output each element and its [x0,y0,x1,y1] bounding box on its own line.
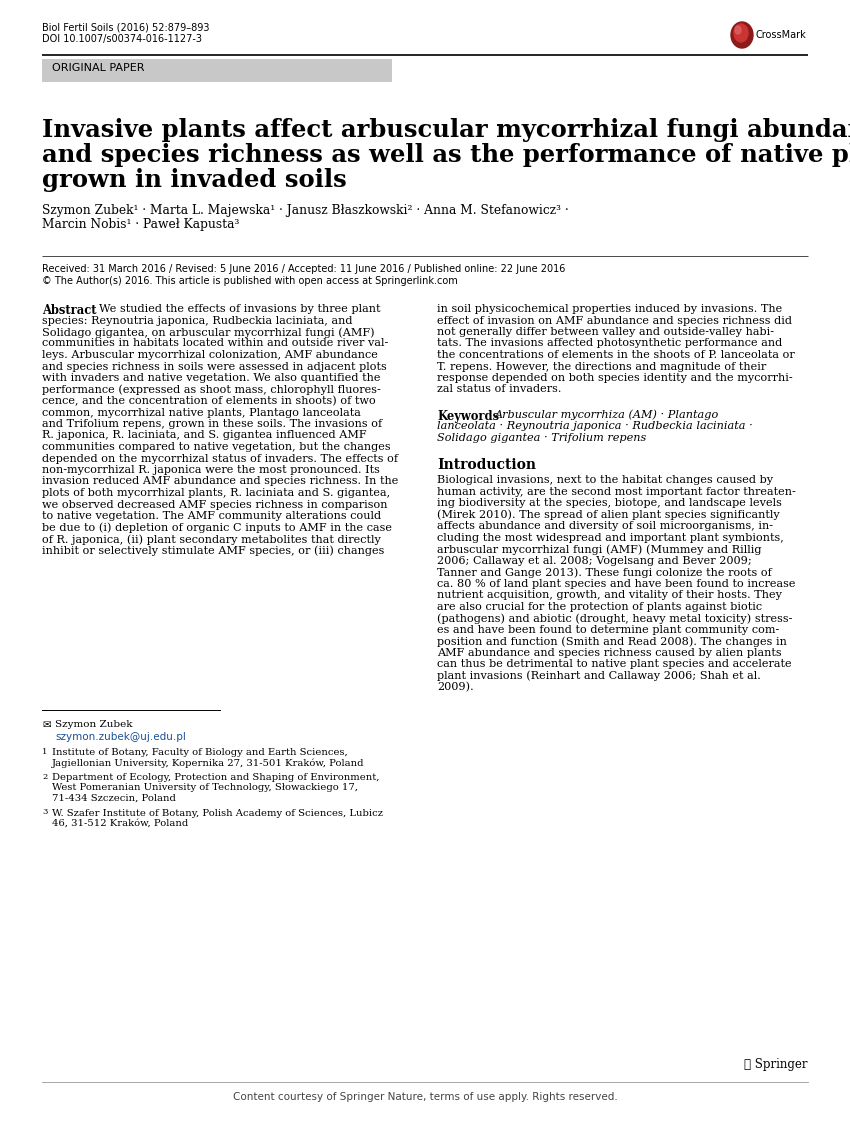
Text: 71-434 Szczecin, Poland: 71-434 Szczecin, Poland [52,794,176,803]
Text: grown in invaded soils: grown in invaded soils [42,168,347,192]
Text: Invasive plants affect arbuscular mycorrhizal fungi abundance: Invasive plants affect arbuscular mycorr… [42,119,850,142]
Text: 1: 1 [42,749,48,756]
Text: 46, 31-512 Kraków, Poland: 46, 31-512 Kraków, Poland [52,819,188,828]
Text: effect of invasion on AMF abundance and species richness did: effect of invasion on AMF abundance and … [437,315,792,325]
Text: depended on the mycorrhizal status of invaders. The effects of: depended on the mycorrhizal status of in… [42,454,398,464]
Text: West Pomeranian University of Technology, Słowackiego 17,: West Pomeranian University of Technology… [52,784,358,793]
Text: Biological invasions, next to the habitat changes caused by: Biological invasions, next to the habita… [437,475,774,485]
Text: (pathogens) and abiotic (drought, heavy metal toxicity) stress-: (pathogens) and abiotic (drought, heavy … [437,613,792,624]
Text: tats. The invasions affected photosynthetic performance and: tats. The invasions affected photosynthe… [437,339,782,349]
Text: with invaders and native vegetation. We also quantified the: with invaders and native vegetation. We … [42,373,381,383]
Text: zal status of invaders.: zal status of invaders. [437,385,561,394]
Text: common, mycorrhizal native plants, Plantago lanceolata: common, mycorrhizal native plants, Plant… [42,408,361,418]
Text: W. Szafer Institute of Botany, Polish Academy of Sciences, Lubicz: W. Szafer Institute of Botany, Polish Ac… [52,808,383,817]
Text: can thus be detrimental to native plant species and accelerate: can thus be detrimental to native plant … [437,659,791,669]
Text: (Mirek 2010). The spread of alien plant species significantly: (Mirek 2010). The spread of alien plant … [437,510,779,520]
Text: be due to (i) depletion of organic C inputs to AMF in the case: be due to (i) depletion of organic C inp… [42,523,392,533]
Text: arbuscular mycorrhizal fungi (AMF) (Mummey and Rillig: arbuscular mycorrhizal fungi (AMF) (Mumm… [437,544,762,554]
Text: nutrient acquisition, growth, and vitality of their hosts. They: nutrient acquisition, growth, and vitali… [437,590,782,601]
Text: plots of both mycorrhizal plants, R. laciniata and S. gigantea,: plots of both mycorrhizal plants, R. lac… [42,488,390,498]
Text: Introduction: Introduction [437,458,536,472]
Text: communities compared to native vegetation, but the changes: communities compared to native vegetatio… [42,441,391,452]
Text: of R. japonica, (ii) plant secondary metabolites that directly: of R. japonica, (ii) plant secondary met… [42,534,381,544]
Text: CrossMark: CrossMark [756,30,807,40]
Text: response depended on both species identity and the mycorrhi-: response depended on both species identi… [437,373,792,383]
Text: and species richness as well as the performance of native plants: and species richness as well as the perf… [42,143,850,167]
Text: we observed decreased AMF species richness in comparison: we observed decreased AMF species richne… [42,499,388,509]
Text: We studied the effects of invasions by three plant: We studied the effects of invasions by t… [99,304,381,314]
Text: ✉: ✉ [42,720,51,730]
Text: leys. Arbuscular mycorrhizal colonization, AMF abundance: leys. Arbuscular mycorrhizal colonizatio… [42,350,378,360]
Text: species: Reynoutria japonica, Rudbeckia laciniata, and: species: Reynoutria japonica, Rudbeckia … [42,315,353,325]
Text: 3: 3 [42,808,48,816]
Text: communities in habitats located within and outside river val-: communities in habitats located within a… [42,339,388,349]
Text: Szymon Zubek: Szymon Zubek [55,720,133,729]
Bar [42,59,392,82]
Text: Solidago gigantea · Trifolium repens: Solidago gigantea · Trifolium repens [437,432,646,443]
Text: Abstract: Abstract [42,304,97,317]
Text: inhibit or selectively stimulate AMF species, or (iii) changes: inhibit or selectively stimulate AMF spe… [42,545,384,557]
Text: szymon.zubek@uj.edu.pl: szymon.zubek@uj.edu.pl [55,732,186,742]
Text: are also crucial for the protection of plants against biotic: are also crucial for the protection of p… [437,602,762,612]
Text: Received: 31 March 2016 / Revised: 5 June 2016 / Accepted: 11 June 2016 / Publis: Received: 31 March 2016 / Revised: 5 Jun… [42,264,565,274]
Text: Jagiellonian University, Kopernika 27, 31-501 Kraków, Poland: Jagiellonian University, Kopernika 27, 3… [52,759,365,768]
Text: 2009).: 2009). [437,682,473,692]
Text: affects abundance and diversity of soil microorganisms, in-: affects abundance and diversity of soil … [437,522,773,532]
Text: Department of Ecology, Protection and Shaping of Environment,: Department of Ecology, Protection and Sh… [52,773,379,782]
Text: Biol Fertil Soils (2016) 52:879–893: Biol Fertil Soils (2016) 52:879–893 [42,21,209,32]
Text: invasion reduced AMF abundance and species richness. In the: invasion reduced AMF abundance and speci… [42,476,399,487]
Text: R. japonica, R. laciniata, and S. gigantea influenced AMF: R. japonica, R. laciniata, and S. gigant… [42,430,366,440]
Ellipse shape [735,26,741,34]
Text: Marcin Nobis¹ · Paweł Kapusta³: Marcin Nobis¹ · Paweł Kapusta³ [42,218,240,231]
Text: Szymon Zubek¹ · Marta L. Majewska¹ · Janusz Błaszkowski² · Anna M. Stefanowicz³ : Szymon Zubek¹ · Marta L. Majewska¹ · Jan… [42,204,569,217]
Text: T. repens. However, the directions and magnitude of their: T. repens. However, the directions and m… [437,361,766,371]
Text: © The Author(s) 2016. This article is published with open access at Springerlink: © The Author(s) 2016. This article is pu… [42,275,458,286]
Text: to native vegetation. The AMF community alterations could: to native vegetation. The AMF community … [42,511,381,520]
Text: DOI 10.1007/s00374-016-1127-3: DOI 10.1007/s00374-016-1127-3 [42,34,202,44]
Text: AMF abundance and species richness caused by alien plants: AMF abundance and species richness cause… [437,648,782,658]
Text: Tanner and Gange 2013). These fungi colonize the roots of: Tanner and Gange 2013). These fungi colo… [437,567,772,578]
Text: ⚘ Springer: ⚘ Springer [745,1058,808,1071]
Text: plant invasions (Reinhart and Callaway 2006; Shah et al.: plant invasions (Reinhart and Callaway 2… [437,671,761,682]
Text: Arbuscular mycorrhiza (AM) · Plantago: Arbuscular mycorrhiza (AM) · Plantago [495,410,719,420]
Text: cluding the most widespread and important plant symbionts,: cluding the most widespread and importan… [437,533,784,543]
Text: Solidago gigantea, on arbuscular mycorrhizal fungi (AMF): Solidago gigantea, on arbuscular mycorrh… [42,327,375,338]
Text: ing biodiversity at the species, biotope, and landscape levels: ing biodiversity at the species, biotope… [437,498,782,508]
Text: Content courtesy of Springer Nature, terms of use apply. Rights reserved.: Content courtesy of Springer Nature, ter… [233,1092,617,1102]
Text: human activity, are the second most important factor threaten-: human activity, are the second most impo… [437,487,796,497]
Ellipse shape [731,21,753,49]
Text: 2006; Callaway et al. 2008; Vogelsang and Bever 2009;: 2006; Callaway et al. 2008; Vogelsang an… [437,555,751,566]
Text: non-mycorrhizal R. japonica were the most pronounced. Its: non-mycorrhizal R. japonica were the mos… [42,465,380,475]
Text: performance (expressed as shoot mass, chlorophyll fluores-: performance (expressed as shoot mass, ch… [42,385,381,395]
Text: ca. 80 % of land plant species and have been found to increase: ca. 80 % of land plant species and have … [437,579,796,589]
Text: and Trifolium repens, grown in these soils. The invasions of: and Trifolium repens, grown in these soi… [42,419,382,429]
Text: cence, and the concentration of elements in shoots) of two: cence, and the concentration of elements… [42,396,376,406]
Ellipse shape [734,24,748,42]
Text: ORIGINAL PAPER: ORIGINAL PAPER [52,63,144,73]
Text: not generally differ between valley and outside-valley habi-: not generally differ between valley and … [437,327,774,336]
Text: Institute of Botany, Faculty of Biology and Earth Sciences,: Institute of Botany, Faculty of Biology … [52,749,348,758]
Text: position and function (Smith and Read 2008). The changes in: position and function (Smith and Read 20… [437,637,787,647]
Text: 2: 2 [42,773,48,781]
Text: and species richness in soils were assessed in adjacent plots: and species richness in soils were asses… [42,361,387,371]
Text: the concentrations of elements in the shoots of P. lanceolata or: the concentrations of elements in the sh… [437,350,795,360]
Text: Keywords: Keywords [437,410,499,422]
Text: lanceolata · Reynoutria japonica · Rudbeckia laciniata ·: lanceolata · Reynoutria japonica · Rudbe… [437,421,753,431]
Text: in soil physicochemical properties induced by invasions. The: in soil physicochemical properties induc… [437,304,782,314]
Text: es and have been found to determine plant community com-: es and have been found to determine plan… [437,624,779,634]
